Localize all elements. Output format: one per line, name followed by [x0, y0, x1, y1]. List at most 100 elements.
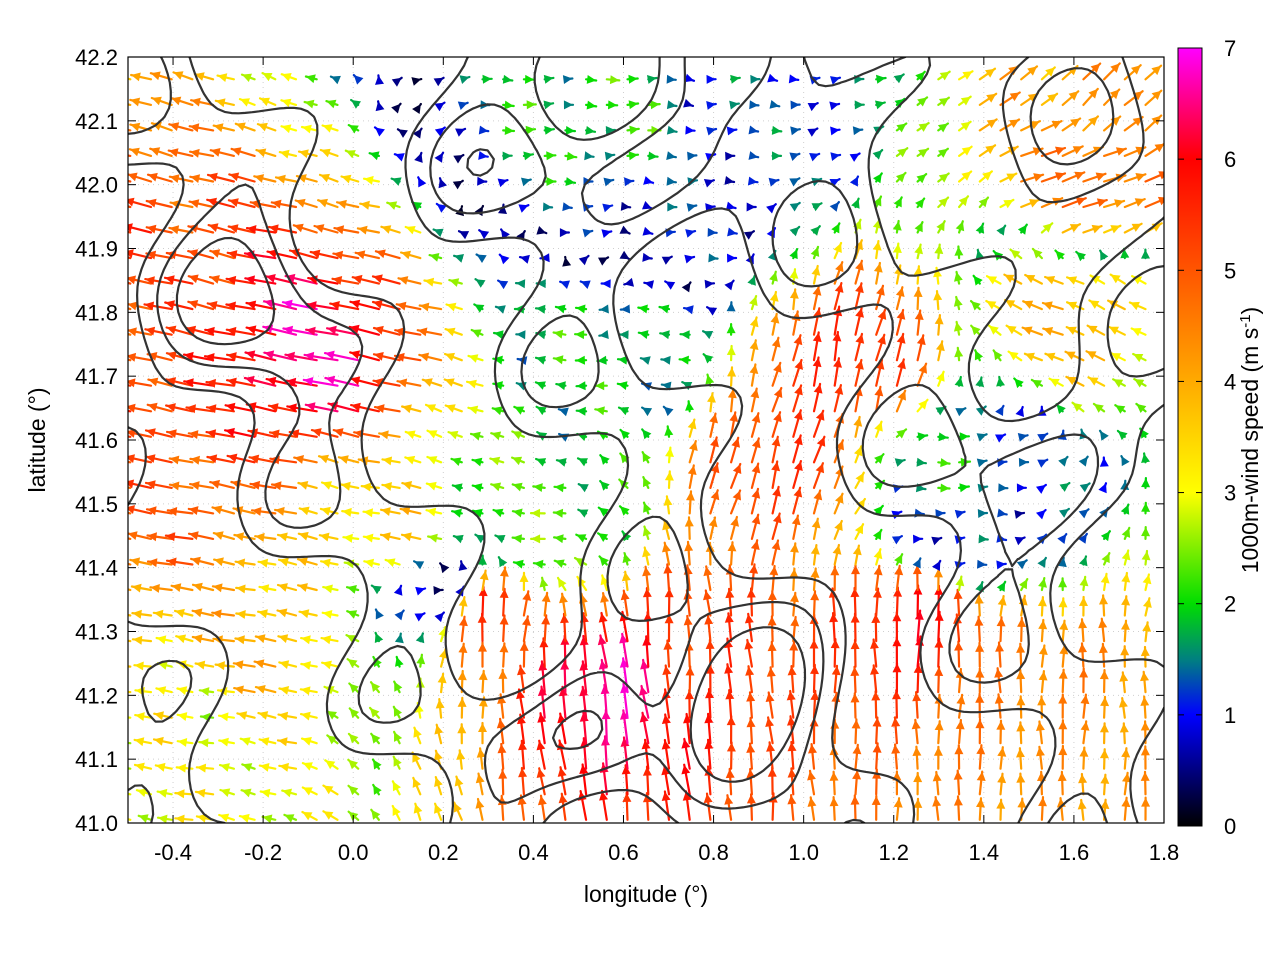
wind-vector-head: [553, 508, 564, 518]
wind-vector-head: [373, 784, 382, 795]
wind-vector-head: [427, 456, 438, 465]
wind-vector-head: [746, 588, 756, 598]
wind-vector-head: [148, 558, 158, 568]
wind-vector-head: [892, 612, 902, 622]
wind-vector-head: [1037, 696, 1047, 706]
wind-vector-head: [299, 609, 310, 619]
wind-vector-head: [1059, 645, 1069, 655]
wind-vector-head: [453, 534, 464, 544]
wind-vector-head: [497, 744, 507, 754]
wind-vector-head: [816, 436, 826, 447]
wind-vector-head: [475, 773, 485, 784]
wind-vector-head: [854, 446, 863, 457]
wind-vector-head: [299, 506, 310, 516]
wind-vector-head: [192, 634, 203, 644]
wind-vector-head: [134, 661, 144, 671]
wind-vector-head: [996, 581, 1006, 592]
wind-vector-head: [191, 556, 201, 566]
wind-vector-head: [724, 638, 733, 649]
wind-vector-head: [892, 690, 901, 700]
wind-vector-head: [394, 681, 403, 692]
wind-vector-head: [393, 706, 402, 717]
wind-vector-head: [1038, 671, 1048, 681]
wind-vector-head: [1080, 694, 1090, 705]
wind-vector-head: [913, 773, 923, 783]
wind-vector-head: [765, 717, 774, 727]
wind-vector-head: [150, 584, 160, 593]
wind-vector-head: [322, 660, 332, 670]
wind-vector-head: [236, 584, 246, 594]
wind-vector-head: [435, 699, 445, 709]
wind-vector-head: [1079, 747, 1089, 757]
wind-vector-head: [478, 555, 487, 565]
wind-vector-head: [177, 686, 188, 695]
wind-vector-head: [533, 483, 543, 492]
wind-vector-head: [1099, 595, 1108, 605]
wind-vector-head: [416, 654, 426, 665]
wind-vector-head: [158, 814, 168, 823]
wind-vector-head: [394, 731, 403, 742]
wind-vector-head: [850, 640, 860, 650]
wind-vector-head: [490, 456, 501, 466]
wind-vector-head: [767, 591, 777, 600]
wind-vector-head: [751, 463, 761, 474]
wind-vector-head: [917, 432, 928, 442]
wind-vector-head: [663, 640, 673, 650]
wind-vector-head: [808, 744, 817, 754]
wind-vector-head: [996, 799, 1006, 809]
wind-vector-head: [996, 720, 1006, 730]
wind-vector-head: [809, 639, 819, 649]
wind-vector-head: [1038, 578, 1047, 588]
wind-vector-head: [1100, 531, 1110, 542]
wind-vector-head: [851, 565, 860, 575]
wind-vector-head: [242, 763, 253, 772]
wind-vector-head: [475, 799, 485, 809]
wind-vector-head: [110, 583, 120, 592]
wind-vector-head: [829, 797, 839, 807]
wind-vector-head: [199, 687, 210, 696]
wind-vector-head: [853, 417, 863, 427]
wind-vector-head: [478, 697, 488, 707]
wind-vector-head: [320, 506, 331, 516]
wind-vector-head: [415, 633, 425, 644]
wind-vector-head: [642, 588, 652, 598]
wind-vector-head: [448, 430, 459, 440]
wind-vector-head: [932, 560, 941, 571]
y-axis-title: latitude (°): [24, 387, 50, 492]
wind-vector-head: [683, 714, 692, 724]
wind-vector-head: [954, 509, 965, 519]
wind-vector-head: [219, 813, 230, 823]
wind-vector-head: [1121, 527, 1131, 538]
wind-vector-head: [302, 737, 312, 746]
wind-vector-head: [1037, 433, 1048, 443]
wind-vector-head: [642, 547, 651, 558]
wind-vector-head: [599, 556, 609, 567]
wind-vector-head: [1098, 618, 1108, 629]
wind-vector-head: [154, 711, 164, 721]
wind-vector-head: [207, 454, 218, 464]
wind-vector-head: [512, 534, 522, 544]
wind-vector-head: [477, 613, 487, 623]
wind-vector-head: [517, 714, 526, 725]
wind-vector-head: [117, 738, 126, 747]
wind-vector-head: [177, 738, 188, 747]
wind-vector-head: [1098, 483, 1107, 494]
wind-vector-head: [684, 690, 694, 700]
wind-vector-head: [415, 586, 426, 596]
wind-vector-head: [978, 534, 988, 544]
wind-vector-head: [153, 609, 164, 619]
wind-vector-head: [255, 685, 266, 694]
wind-vector-head: [499, 567, 509, 577]
wind-vector-head: [1141, 551, 1151, 561]
wind-vector-head: [938, 432, 948, 442]
wind-vector-head: [370, 707, 380, 718]
wind-vector-head: [193, 582, 203, 592]
wind-vector-head: [105, 274, 115, 283]
wind-vector-head: [834, 521, 843, 531]
wind-vector-head: [240, 737, 251, 746]
wind-vector-head: [385, 558, 396, 567]
wind-vector-head: [703, 793, 713, 804]
wind-vector-head: [138, 814, 149, 823]
wind-vector-head: [687, 419, 697, 430]
wind-vector-head: [959, 483, 969, 493]
